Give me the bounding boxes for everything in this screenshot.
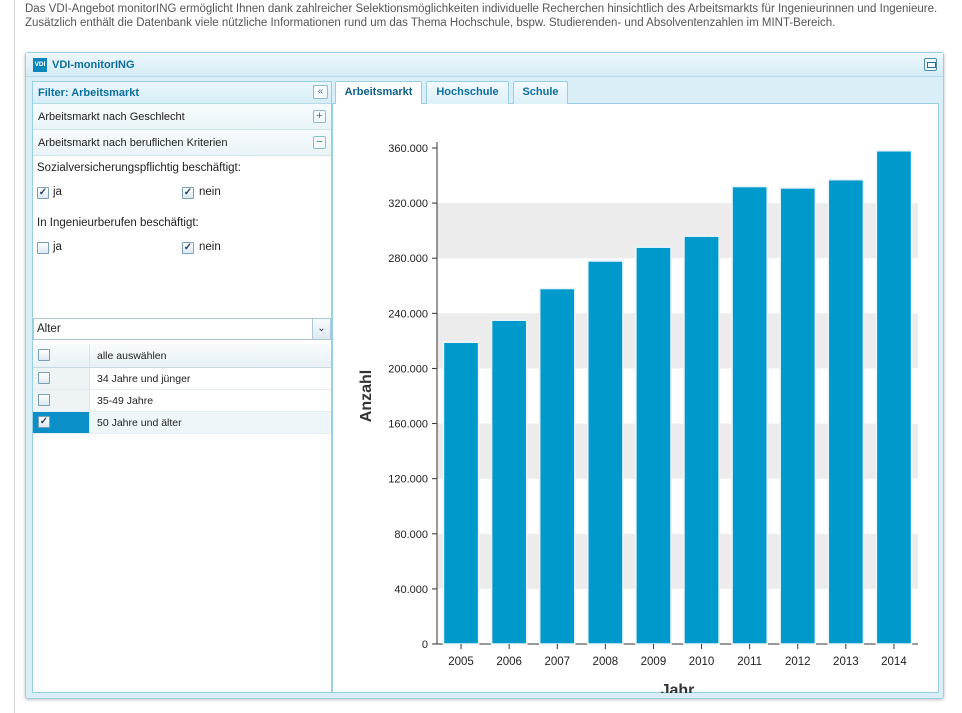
row-label: 34 Jahre und jünger [97,373,191,385]
expand-icon[interactable]: + [313,110,326,123]
panel-header: VDI VDI-monitorING [26,53,943,77]
group-sozialversicherung-label: Sozialversicherungspflichtig beschäftigt… [37,162,241,174]
x-tick-label: 2008 [593,656,619,668]
x-axis-title: Jahr [661,682,695,693]
grid-header-checkbox-cell [33,344,90,367]
y-tick-label: 320.000 [388,198,428,210]
select-all-label: alle auswählen [97,350,167,362]
x-tick-label: 2010 [689,656,715,668]
section-geschlecht[interactable]: Arbeitsmarkt nach Geschlecht + [33,104,331,130]
y-tick-label: 80.000 [394,529,428,541]
checkbox-ing-ja-label: ja [53,241,62,253]
tabs-area: Arbeitsmarkt Hochschule Schule 0 40.000 80… [332,81,939,699]
grid-row-age-3[interactable]: ✓ 50 Jahre und älter [33,412,331,434]
bar-2005 [442,341,480,645]
row-label: 50 Jahre und älter [97,417,182,429]
grid-row-checkbox-cell [33,390,90,411]
monitoring-panel: VDI VDI-monitorING Filter: Arbeitsmarkt … [25,52,944,699]
chevron-down-icon[interactable]: ⌄ [312,319,330,339]
collapse-icon[interactable]: − [313,136,326,149]
bar-2014 [875,150,913,645]
y-tick-label: 240.000 [388,308,428,320]
x-tick-label: 2005 [448,656,474,668]
x-tick-label: 2009 [641,656,667,668]
bar-chart: 0 40.000 80.000 120.000 160.000 200.000 240.00… [358,142,918,699]
filter-panel: Filter: Arbeitsmarkt « Arbeitsmarkt nach… [32,81,332,693]
bar-2009 [635,246,672,645]
select-all-checkbox[interactable] [38,349,50,361]
maximize-icon[interactable] [924,58,937,71]
row-label: 35-49 Jahre [97,395,154,407]
x-tick-label: 2012 [785,656,811,668]
vdi-logo-icon: VDI [33,58,47,72]
group-ingenieurberufe-label: In Ingenieurberufen beschäftigt: [37,217,199,229]
bar-2007 [538,287,576,645]
x-tick-label: 2011 [737,656,762,668]
criteria-body: Sozialversicherungspflichtig beschäftigt… [33,157,331,317]
tab-schule[interactable]: Schule [513,81,568,104]
bar-2013 [827,178,865,645]
tabstrip: Arbeitsmarkt Hochschule Schule [332,81,939,105]
checkbox-sozial-nein-label: nein [199,186,221,198]
section-geschlecht-label: Arbeitsmarkt nach Geschlecht [38,111,185,123]
filter-title: Filter: Arbeitsmarkt [38,87,140,99]
grid-row-age-1[interactable]: 34 Jahre und jünger [33,368,331,390]
intro-text: Das VDI-Angebot monitorING ermöglicht Ih… [25,3,938,29]
bar-2008 [587,260,624,645]
row-checkbox[interactable] [38,394,50,406]
x-tick-label: 2006 [496,656,522,668]
page-left-rule [14,0,15,713]
y-tick-label: 40.000 [394,584,428,596]
checkbox-ing-ja[interactable] [37,242,49,254]
y-tick-label: 0 [422,639,428,651]
bar-2012 [779,187,817,645]
x-tick-label: 2013 [833,656,859,668]
section-berufliche-kriterien-label: Arbeitsmarkt nach beruflichen Kriterien [38,137,228,149]
y-tick-label: 200.000 [388,363,428,375]
row-checkbox[interactable]: ✓ [38,416,50,428]
grid-header-row[interactable]: alle auswählen [33,344,331,368]
filter-header: Filter: Arbeitsmarkt « [33,82,331,104]
y-tick-label: 360.000 [388,143,428,155]
section-berufliche-kriterien[interactable]: Arbeitsmarkt nach beruflichen Kriterien … [33,130,331,156]
checkbox-sozial-nein[interactable]: ✓ [182,187,194,199]
grid-row-checkbox-cell [33,368,90,389]
x-tick-label: 2007 [544,656,570,668]
checkbox-sozial-ja[interactable]: ✓ [37,187,49,199]
checkbox-ing-nein[interactable]: ✓ [182,242,194,254]
y-tick-label: 160.000 [388,419,428,431]
grid-row-checkbox-cell: ✓ [33,412,90,433]
bar-2006 [490,319,528,645]
grid-row-age-2[interactable]: 35-49 Jahre [33,390,331,412]
checkbox-sozial-ja-label: ja [53,186,62,198]
row-checkbox[interactable] [38,372,50,384]
tab-hochschule[interactable]: Hochschule [426,81,509,104]
alter-select-value: Alter [37,323,61,335]
y-tick-label: 120.000 [388,474,428,486]
chart-container: 0 40.000 80.000 120.000 160.000 200.000 240.00… [332,104,939,699]
y-tick-label: 280.000 [388,253,428,265]
panel-title: VDI-monitorING [52,59,135,71]
alter-grid: alle auswählen 34 Jahre und jünger 35-49… [33,344,331,434]
x-tick-label: 2014 [881,656,907,668]
bar-2010 [683,235,720,645]
tab-arbeitsmarkt[interactable]: Arbeitsmarkt [335,81,422,105]
y-axis-title: Anzahl [358,370,375,422]
alter-select[interactable]: Alter ⌄ [33,318,331,340]
checkbox-ing-nein-label: nein [199,241,221,253]
collapse-left-icon[interactable]: « [313,85,328,99]
bar-2011 [731,185,768,645]
